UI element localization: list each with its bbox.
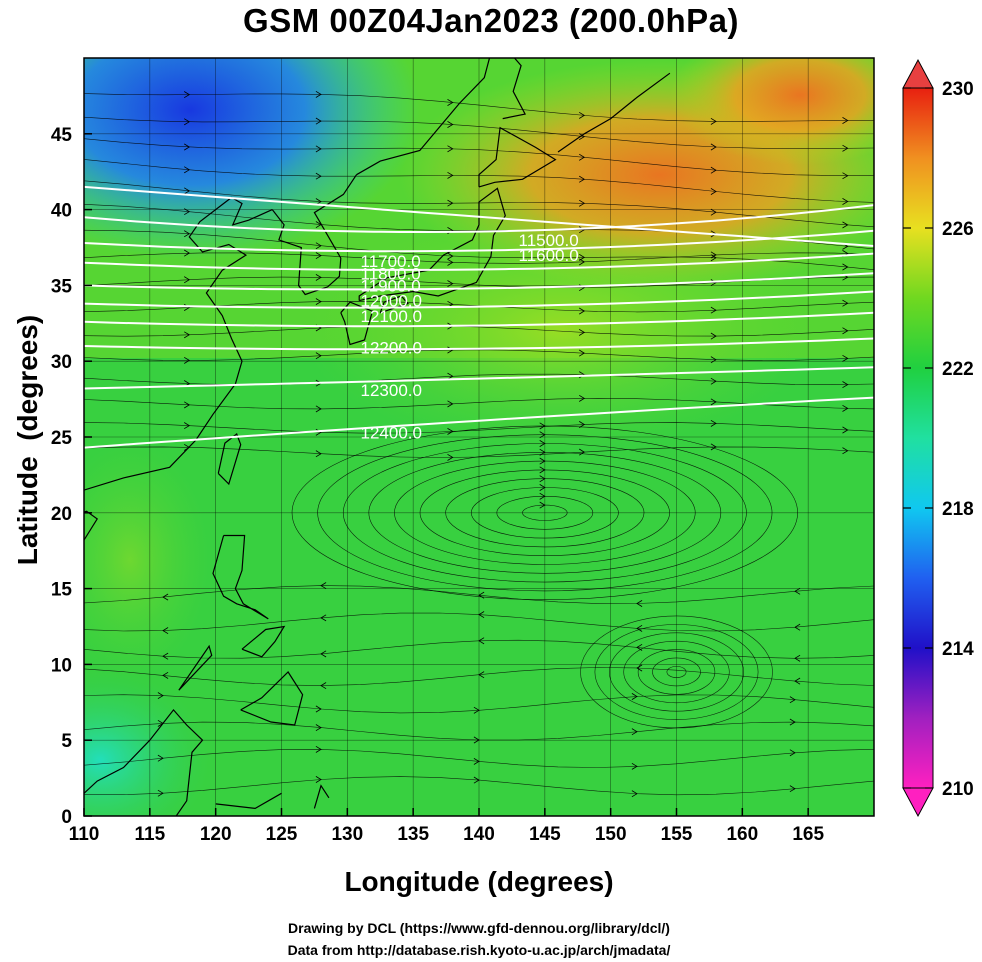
lat-tick-label: 10 xyxy=(51,655,72,676)
colorbar-tick-label: 230 xyxy=(942,79,974,100)
height-contours xyxy=(84,185,874,449)
x-axis-label: Longitude (degrees) xyxy=(344,866,614,897)
contour-value-label: 12200.0 xyxy=(361,339,422,358)
height-contour xyxy=(84,366,874,390)
height-contour xyxy=(84,185,874,247)
coastline xyxy=(241,625,286,658)
y-axis-label: Latitude (degrees) xyxy=(12,314,43,566)
colorbar-gradient xyxy=(902,87,934,789)
coastline xyxy=(356,58,491,176)
height-contour xyxy=(84,290,874,309)
wind-streamlines xyxy=(84,90,874,798)
lon-tick-label: 125 xyxy=(266,824,298,845)
height-contour xyxy=(84,272,874,291)
lat-tick-label: 20 xyxy=(51,504,72,525)
contour-value-label: 12400.0 xyxy=(361,424,422,443)
colorbar-tick-label: 218 xyxy=(942,499,974,520)
contour-value-label: 12300.0 xyxy=(361,381,422,400)
lon-tick-label: 140 xyxy=(463,824,495,845)
lon-tick-label: 135 xyxy=(397,824,429,845)
coastline xyxy=(502,58,527,120)
contour-value-label: 11700.0 xyxy=(361,252,421,271)
lon-tick-label: 160 xyxy=(726,824,758,845)
colorbar: 230 226 222 218 214 210 xyxy=(902,58,974,818)
colorbar-tick-label: 226 xyxy=(942,219,974,240)
contour-value-label: 12000.0 xyxy=(361,292,422,311)
colorbar-min-arrow xyxy=(902,787,934,818)
lon-tick-label: 115 xyxy=(135,824,166,845)
height-contour xyxy=(84,311,874,328)
height-contour xyxy=(84,204,874,233)
contour-value-label: 11800.0 xyxy=(361,264,421,283)
lon-tick-label: 150 xyxy=(595,824,627,845)
coastline xyxy=(240,671,304,726)
height-contour xyxy=(84,396,874,449)
longitude-ticks: 110 115 120 125 130 135 140 145 150 155 160 165 xyxy=(69,808,824,845)
credit-drawing: Drawing by DCL (https://www.gfd-dennou.o… xyxy=(288,920,670,936)
coastline xyxy=(358,187,506,302)
coastlines xyxy=(84,58,671,816)
lon-tick-label: 145 xyxy=(529,824,561,845)
contour-value-label: 12100.0 xyxy=(361,307,422,326)
coastline xyxy=(215,792,282,810)
lat-lon-grid xyxy=(84,58,874,816)
lat-tick-label: 40 xyxy=(51,201,72,222)
coastline xyxy=(84,510,99,541)
lon-tick-label: 130 xyxy=(331,824,363,845)
coastline xyxy=(313,784,330,809)
lat-tick-label: 45 xyxy=(51,125,73,146)
lat-tick-label: 25 xyxy=(51,428,73,449)
contour-value-label: 11900.0 xyxy=(361,276,421,295)
height-contour xyxy=(84,229,874,253)
coastline xyxy=(84,196,273,491)
lon-tick-label: 155 xyxy=(661,824,693,845)
colorbar-tick-label: 222 xyxy=(942,359,974,380)
colorbar-max-arrow xyxy=(902,58,934,89)
contour-value-label: 11500.0 xyxy=(519,231,579,250)
coastline xyxy=(212,534,269,620)
coastline xyxy=(478,126,557,188)
colorbar-tick-label: 214 xyxy=(942,639,974,660)
coastline xyxy=(557,72,671,153)
credit-data: Data from http://database.rish.kyoto-u.a… xyxy=(287,942,671,958)
height-contour xyxy=(84,252,874,271)
lon-tick-label: 165 xyxy=(792,824,824,845)
lat-tick-label: 35 xyxy=(51,276,73,297)
colorbar-tick-label: 210 xyxy=(942,779,974,800)
coastline xyxy=(271,174,357,296)
lat-tick-label: 0 xyxy=(61,807,72,828)
latitude-ticks: 0 5 10 15 20 25 30 35 40 45 xyxy=(51,125,92,828)
coastline xyxy=(84,708,204,816)
map-title: GSM 00Z04Jan2023 (200.0hPa) xyxy=(243,2,739,39)
lat-tick-label: 30 xyxy=(51,352,72,373)
coastline xyxy=(217,433,242,486)
lon-tick-label: 110 xyxy=(69,824,100,845)
lon-tick-label: 120 xyxy=(200,824,232,845)
height-contour xyxy=(84,337,874,351)
lat-tick-label: 15 xyxy=(51,580,73,601)
lat-tick-label: 5 xyxy=(61,731,72,752)
contour-value-label: 11600.0 xyxy=(519,246,579,265)
coastline xyxy=(178,644,213,691)
coastline xyxy=(340,301,374,346)
